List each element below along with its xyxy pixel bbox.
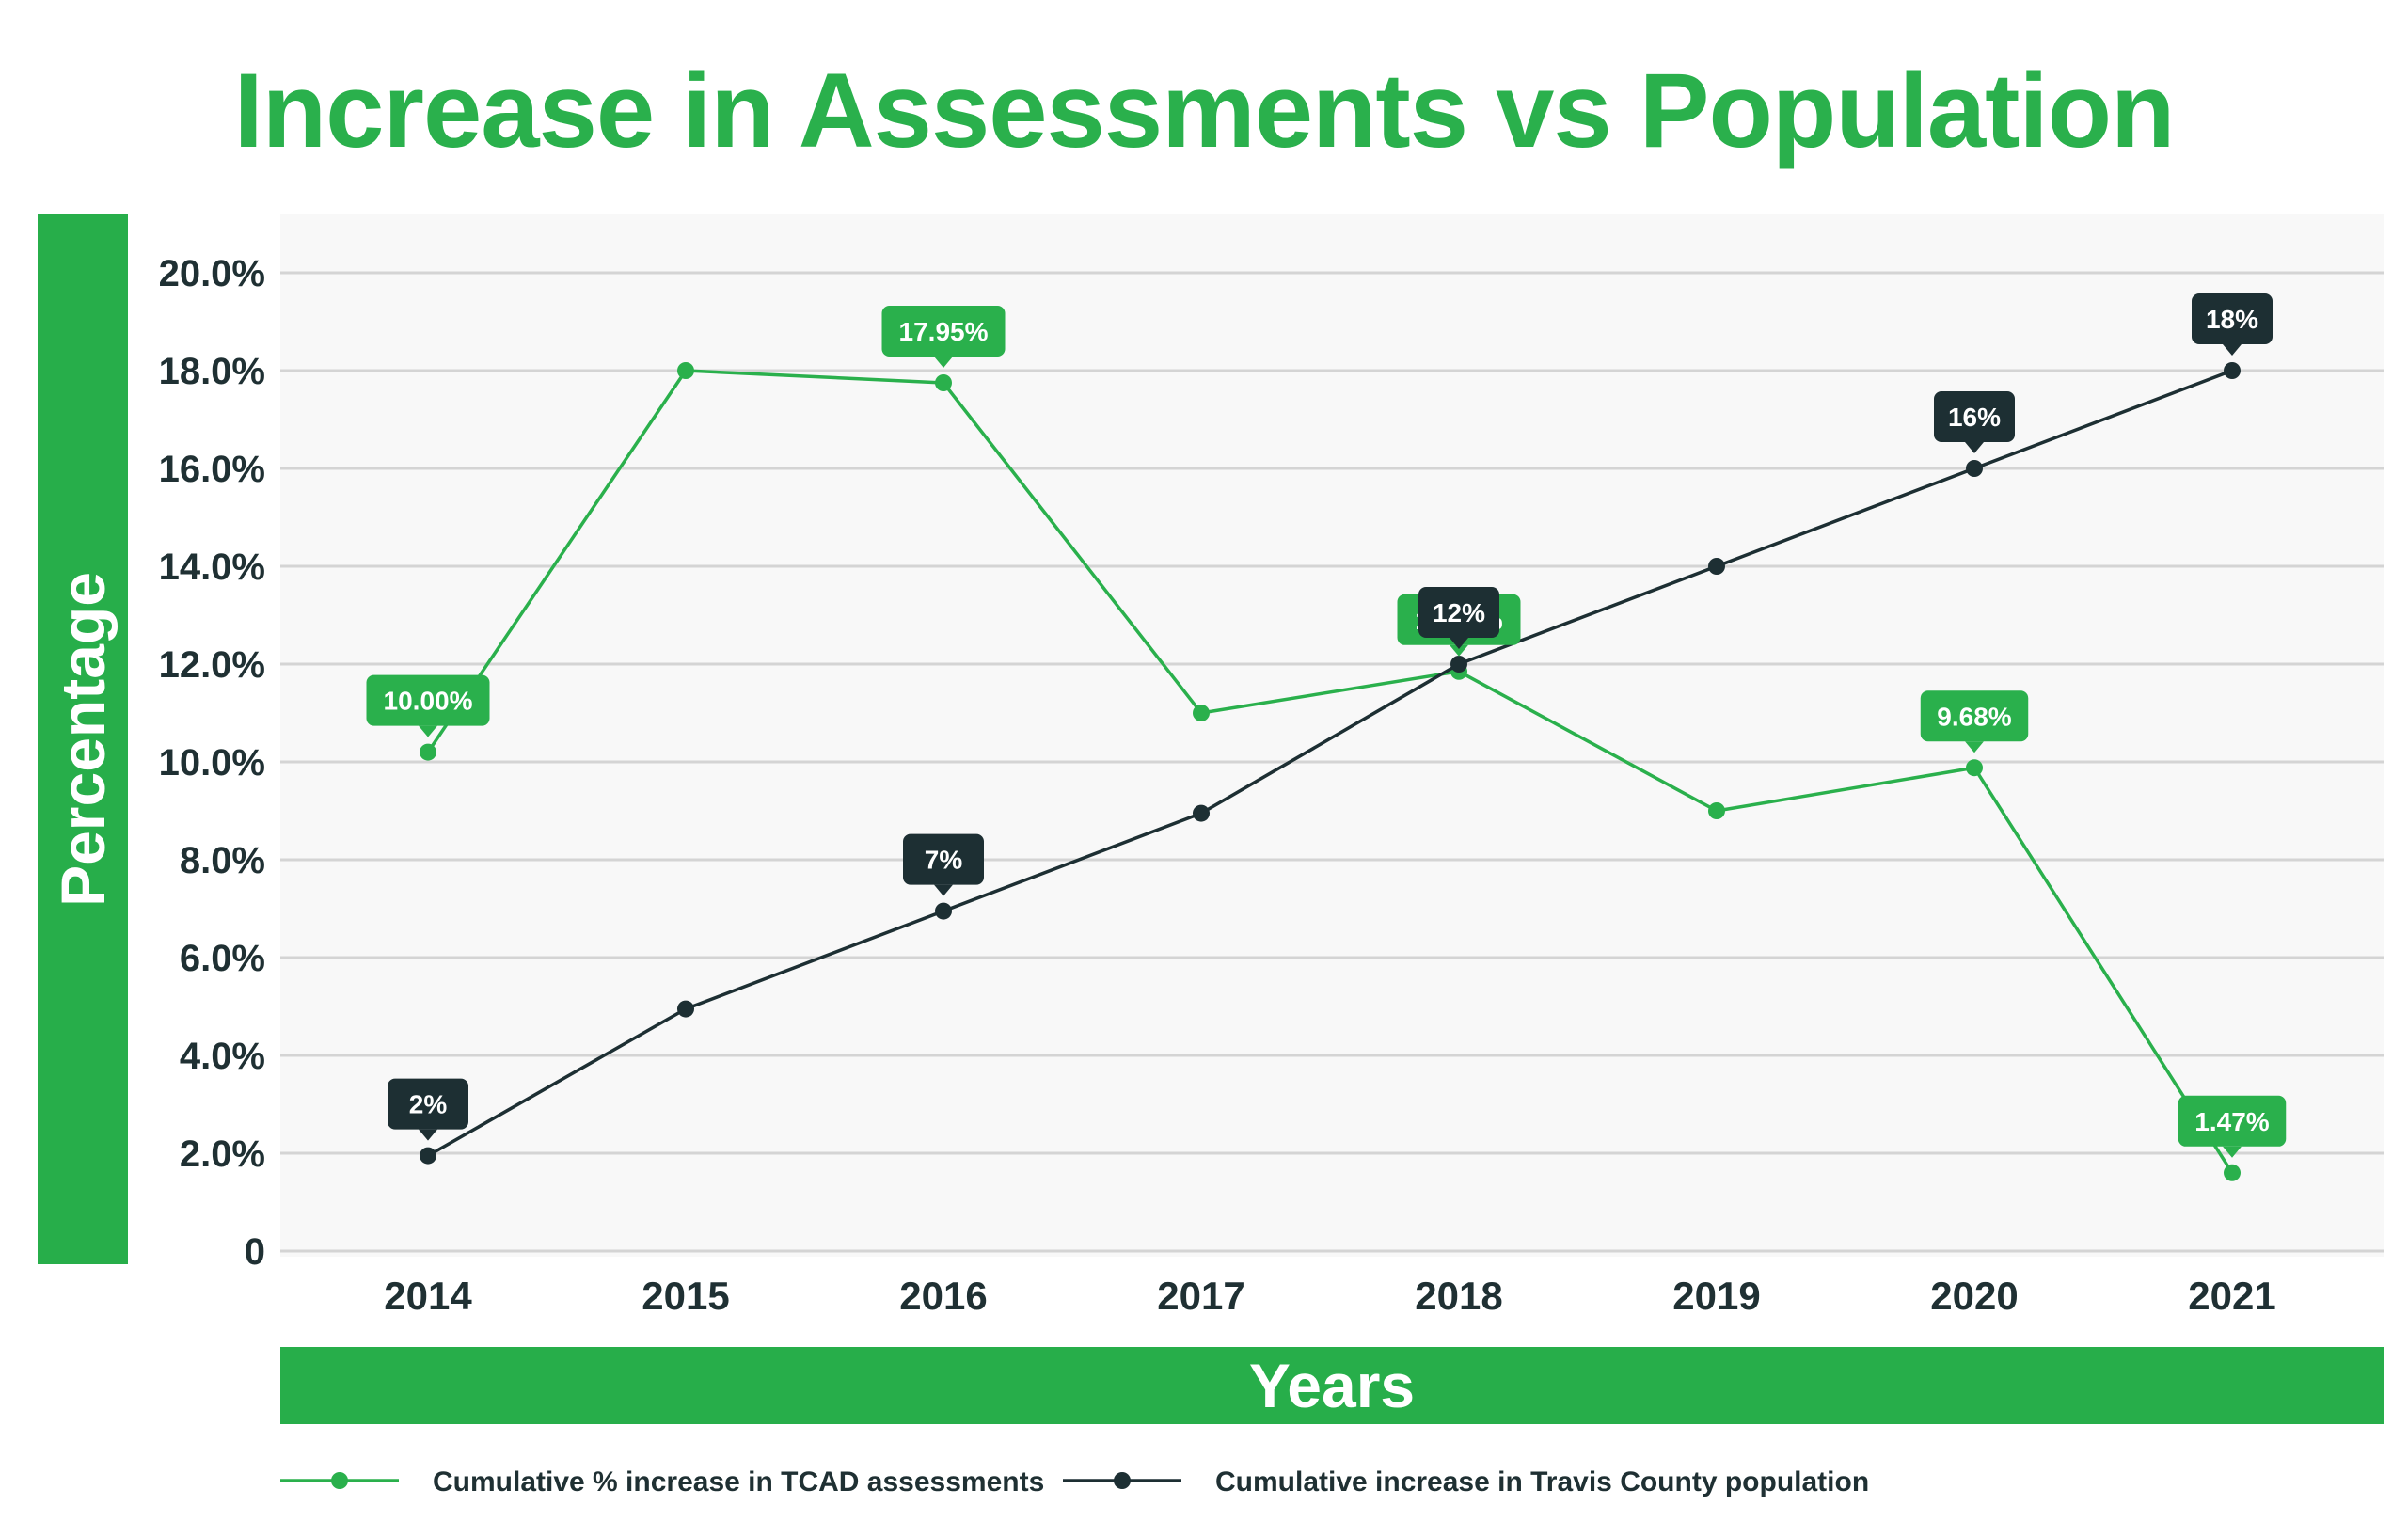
y-tick-label: 20.0% — [159, 253, 265, 294]
data-point — [935, 902, 952, 920]
legend-marker — [1114, 1472, 1131, 1489]
data-label-pointer — [934, 357, 953, 368]
y-tick-label: 6.0% — [180, 938, 265, 979]
data-point — [1966, 759, 1983, 777]
data-labels: 10.00%17.95%11.76%9.68%1.47%2%7%12%16%18… — [366, 293, 2287, 1158]
data-label: 17.95% — [881, 306, 1006, 368]
data-label-pointer — [934, 884, 953, 896]
data-point — [420, 1147, 436, 1165]
data-label: 16% — [1934, 391, 2015, 453]
x-tick-label: 2020 — [1930, 1274, 2018, 1318]
data-point — [420, 743, 436, 761]
y-tick-label: 10.0% — [159, 742, 265, 784]
data-label-pointer — [2223, 344, 2242, 356]
data-label-box — [366, 674, 490, 726]
x-tick-label: 2015 — [642, 1274, 729, 1318]
y-tick-label: 16.0% — [159, 449, 265, 490]
x-tick-label: 2014 — [384, 1274, 472, 1318]
gridlines — [280, 271, 2384, 1253]
data-label: 10.00% — [366, 674, 490, 737]
data-label-text: 18% — [2206, 305, 2258, 334]
data-label-box — [881, 306, 1006, 357]
plot-area — [280, 214, 2384, 1257]
data-point — [1966, 460, 1983, 477]
data-point — [2224, 1164, 2241, 1181]
data-label-pointer — [2223, 1146, 2242, 1158]
data-label-box — [1934, 391, 2015, 442]
data-label-pointer — [419, 725, 437, 737]
series-line — [427, 369, 2233, 1158]
data-label: 1.47% — [2178, 1095, 2287, 1158]
series-layer — [420, 362, 2241, 1181]
data-label-text: 9.68% — [1937, 702, 2011, 731]
y-tick-label: 8.0% — [180, 840, 265, 881]
y-tick-label: 0 — [245, 1231, 265, 1273]
y-axis-label-band — [38, 214, 128, 1264]
data-label-pointer — [1965, 442, 1984, 453]
data-point — [1193, 804, 1210, 822]
data-label-box — [388, 1078, 468, 1130]
legend-item: Cumulative increase in Travis County pop… — [1063, 1466, 1869, 1497]
x-tick-label: 2019 — [1672, 1274, 1760, 1318]
data-point — [677, 362, 694, 379]
data-label-pointer — [1450, 644, 1468, 657]
data-point — [1193, 705, 1210, 721]
data-label-box — [1418, 587, 1499, 638]
x-tick-label: 2016 — [899, 1274, 987, 1318]
legend-label: Cumulative increase in Travis County pop… — [1215, 1466, 1869, 1497]
data-label-box — [1920, 690, 2029, 742]
chart-title: Increase in Assessments vs Population — [233, 52, 2176, 169]
data-point — [1708, 802, 1725, 819]
x-tick-label: 2018 — [1415, 1274, 1502, 1318]
data-label-text: 2% — [409, 1090, 448, 1119]
data-label-text: 10.00% — [384, 687, 473, 716]
data-label-text: 12% — [1433, 598, 1485, 627]
x-axis-ticks: 2014 2015 2016 2017 2018 2019 2020 2021 — [384, 1274, 2275, 1318]
data-point — [677, 1000, 694, 1018]
legend-marker — [331, 1472, 348, 1489]
data-label: 12% — [1418, 587, 1499, 649]
y-tick-label: 4.0% — [180, 1036, 265, 1077]
data-label-text: 17.95% — [899, 317, 989, 346]
legend: Cumulative % increase in TCAD assessment… — [280, 1466, 1869, 1497]
y-tick-label: 12.0% — [159, 644, 265, 686]
x-axis-label-band — [280, 1347, 2384, 1424]
y-tick-label: 14.0% — [159, 547, 265, 588]
x-tick-label: 2021 — [2188, 1274, 2275, 1318]
data-label-box — [2178, 1095, 2287, 1147]
y-axis-ticks: 0 2.0% 4.0% 6.0% 8.0% 10.0% 12.0% 14.0% 16.0% 18.… — [159, 253, 265, 1273]
data-point — [935, 374, 952, 391]
data-label: 18% — [2192, 293, 2273, 356]
data-label-text: 16% — [1948, 403, 2001, 432]
data-label-pointer — [419, 1129, 437, 1141]
data-label-box — [903, 833, 984, 885]
data-point — [2224, 362, 2241, 379]
y-tick-label: 2.0% — [180, 1133, 265, 1175]
legend-label: Cumulative % increase in TCAD assessment… — [433, 1466, 1044, 1497]
data-label: 2% — [388, 1078, 468, 1141]
data-label-box — [2192, 293, 2273, 344]
x-tick-label: 2017 — [1157, 1274, 1244, 1318]
data-label-text: 1.47% — [2194, 1107, 2269, 1136]
data-label: 7% — [903, 833, 984, 896]
series-line — [426, 369, 2234, 1174]
x-axis-label: Years — [1248, 1351, 1416, 1420]
data-point — [1450, 656, 1467, 673]
legend-item: Cumulative % increase in TCAD assessment… — [280, 1466, 1044, 1497]
data-point — [1708, 558, 1725, 575]
data-label: 9.68% — [1920, 690, 2029, 753]
data-label-pointer — [1450, 638, 1468, 649]
data-label-pointer — [1965, 741, 1984, 753]
y-tick-label: 18.0% — [159, 351, 265, 392]
data-label-text: 7% — [925, 846, 963, 875]
